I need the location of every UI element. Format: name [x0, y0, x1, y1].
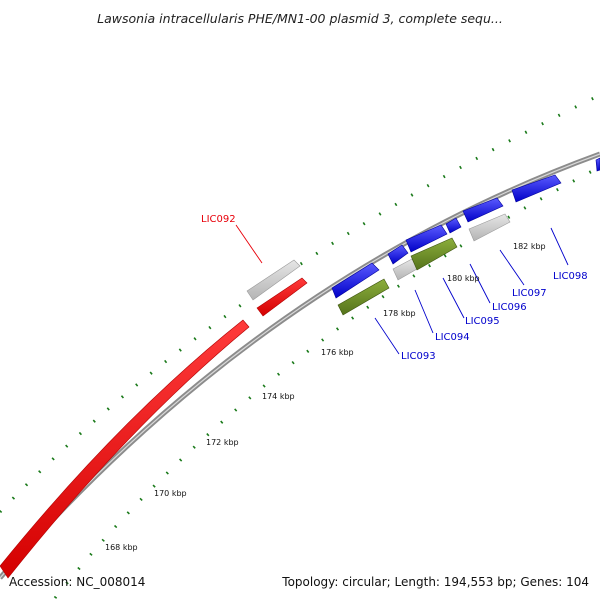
cds-lic098[interactable]: [511, 174, 562, 203]
leader-lic097: [499, 249, 525, 286]
leader-lic095: [442, 277, 465, 319]
gene-label-lic094[interactable]: LIC094: [435, 332, 470, 343]
cds-lic092[interactable]: [256, 277, 308, 317]
cds-next-partial[interactable]: [595, 157, 600, 172]
tick-label-170: 170 kbp: [154, 489, 187, 498]
rna-feature-lic095[interactable]: [410, 237, 458, 271]
gene-label-lic097[interactable]: LIC097: [512, 288, 547, 299]
leader-lic093: [374, 317, 400, 355]
accession-label: Accession: NC_008014: [9, 575, 145, 589]
tick-label-176: 176 kbp: [321, 348, 354, 357]
leader-lic096: [469, 263, 491, 304]
cds-lic095[interactable]: [405, 224, 448, 253]
map-title: Lawsonia intracellularis PHE/MN1-00 plas…: [97, 11, 503, 26]
gene-label-lic098[interactable]: LIC098: [553, 271, 588, 282]
rna-feature-lic093[interactable]: [337, 278, 390, 316]
gene-feature-lic097[interactable]: [468, 213, 511, 242]
tick-label-172: 172 kbp: [206, 438, 239, 447]
gene-label-lic095[interactable]: LIC095: [465, 316, 500, 327]
topology-summary: Topology: circular; Length: 194,553 bp; …: [281, 575, 589, 589]
leader-lic092: [235, 224, 263, 264]
leader-lic098: [550, 227, 569, 266]
gene-feature-lic092[interactable]: [246, 259, 301, 301]
tick-label-180: 180 kbp: [447, 274, 480, 283]
outer-dotted-ring: [0, 94, 599, 514]
inner-dotted-ring: [53, 166, 599, 599]
tick-label-168: 168 kbp: [105, 543, 138, 552]
tick-label-174: 174 kbp: [262, 392, 295, 401]
tick-label-178: 178 kbp: [383, 309, 416, 318]
cds-lic094[interactable]: [387, 244, 409, 265]
leader-lic094: [414, 289, 434, 334]
tick-label-182: 182 kbp: [513, 242, 546, 251]
cds-lic097[interactable]: [462, 197, 504, 223]
cds-lic093[interactable]: [331, 262, 380, 299]
gene-label-lic096[interactable]: LIC096: [492, 302, 527, 313]
reverse-cds-large[interactable]: [0, 319, 250, 579]
gene-label-lic093[interactable]: LIC093: [401, 351, 436, 362]
cds-lic096[interactable]: [445, 217, 462, 234]
gene-label-lic092[interactable]: LIC092: [201, 214, 236, 225]
